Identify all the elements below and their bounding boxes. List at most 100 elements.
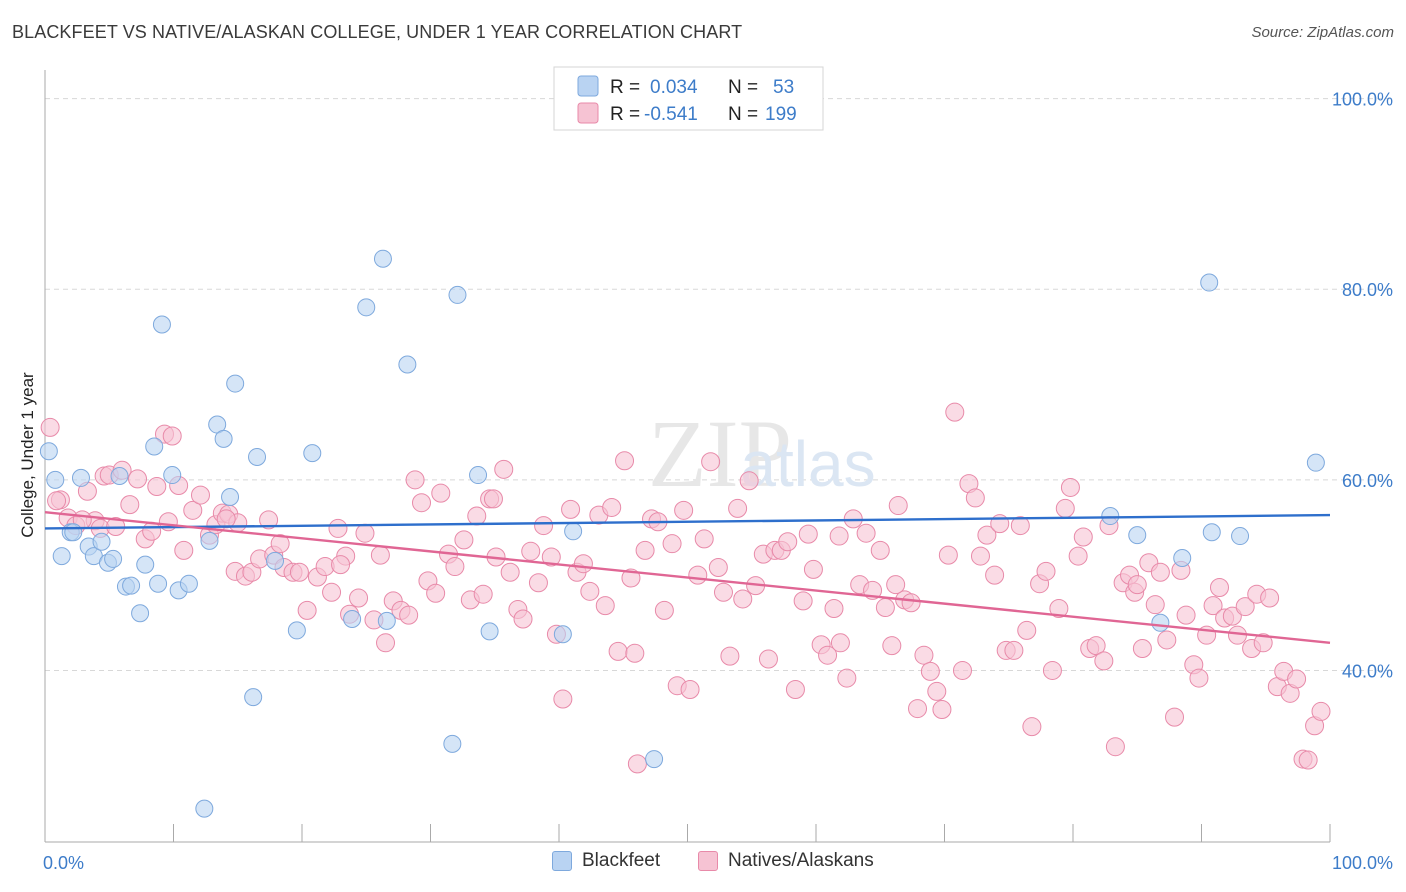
natives-alaskans-point [500, 562, 520, 582]
legend-r-label: R = [610, 77, 640, 98]
natives-alaskans-point [803, 559, 823, 579]
blackfeet-point [71, 468, 90, 487]
blackfeet-point [357, 298, 376, 317]
blackfeet-point [226, 374, 245, 393]
natives-alaskans-point [580, 581, 600, 601]
blackfeet-point [1202, 523, 1221, 542]
natives-alaskans-point [513, 609, 533, 629]
natives-alaskans-point [888, 496, 908, 516]
legend-label-blackfeet: Blackfeet [582, 850, 661, 871]
blackfeet-point [64, 523, 83, 542]
blackfeet-point [1173, 548, 1192, 567]
natives-alaskans-point [1311, 701, 1331, 721]
natives-alaskans-point [128, 469, 148, 489]
natives-alaskans-point [1203, 596, 1223, 616]
natives-alaskans-point [920, 661, 940, 681]
natives-alaskans-point [1105, 737, 1125, 757]
legend-label-natives-alaskans: Natives/Alaskans [728, 850, 874, 871]
natives-alaskans-point [1127, 575, 1147, 595]
watermark: ZIP [648, 400, 792, 507]
blackfeet-point [221, 487, 240, 506]
natives-alaskans-point [739, 471, 759, 491]
natives-alaskans-point [1004, 640, 1024, 660]
x-tick-labels: 0.0% 100.0% [43, 853, 1393, 873]
natives-alaskans-point [1157, 630, 1177, 650]
blackfeet-point [110, 467, 129, 486]
natives-alaskans-point [494, 459, 514, 479]
blackfeet-point [136, 555, 155, 574]
blackfeet-point [645, 750, 664, 769]
natives-alaskans-point [1145, 595, 1165, 615]
natives-alaskans-point [615, 451, 635, 471]
natives-alaskans-point [694, 529, 714, 549]
natives-alaskans-point [370, 545, 390, 565]
natives-alaskans-point [1010, 516, 1030, 536]
blackfeet-point [1128, 526, 1147, 545]
natives-alaskans-point [349, 588, 369, 608]
blackfeet-point [248, 447, 267, 466]
natives-alaskans-point [1060, 477, 1080, 497]
blackfeet-point [179, 574, 198, 593]
natives-alaskans-point [1222, 606, 1242, 626]
natives-alaskans-point [625, 643, 645, 663]
legend-n-label: N = [728, 77, 758, 98]
natives-alaskans-point [830, 633, 850, 653]
natives-alaskans-point [426, 583, 446, 603]
natives-alaskans-point [1298, 750, 1318, 770]
blackfeet-point [443, 734, 462, 753]
natives-alaskans-point [654, 600, 674, 620]
watermark-atlas: atlas [740, 428, 875, 500]
natives-alaskans-point [431, 483, 451, 503]
legend-swatch-natives-alaskans [698, 851, 718, 871]
natives-alaskans-point [985, 565, 1005, 585]
blackfeet-point [46, 470, 65, 489]
blackfeet-point [214, 429, 233, 448]
natives-alaskans-point [1055, 498, 1075, 518]
blackfeet-point [1231, 527, 1250, 546]
natives-alaskans-point [47, 491, 67, 511]
legend-swatch-blue [577, 75, 599, 97]
natives-alaskans-point [908, 699, 928, 719]
natives-alaskans-point [1132, 639, 1152, 659]
natives-alaskans-point [837, 668, 857, 688]
natives-alaskans-point [1176, 605, 1196, 625]
natives-alaskans-point [1042, 660, 1062, 680]
natives-alaskans-point [778, 532, 798, 552]
natives-alaskans-point [945, 402, 965, 422]
blackfeet-point [1101, 507, 1120, 526]
blackfeet-point [131, 604, 150, 623]
natives-alaskans-point [1235, 597, 1255, 617]
blackfeet-point [152, 315, 171, 334]
blackfeet-point [149, 574, 168, 593]
blackfeet-point [373, 249, 392, 268]
natives-alaskans-point [1260, 588, 1280, 608]
chart-title: BLACKFEET VS NATIVE/ALASKAN COLLEGE, UND… [12, 22, 743, 42]
blackfeet-point [195, 799, 214, 818]
legend-item-natives-alaskans: Natives/Alaskans [698, 850, 874, 872]
blackfeet-point [92, 532, 111, 551]
blackfeet-point [553, 625, 572, 644]
natives-alaskans-point [728, 498, 748, 518]
natives-alaskans-point [938, 545, 958, 565]
blackfeet-point [163, 466, 182, 485]
natives-alaskans-point [927, 681, 947, 701]
natives-alaskans-point [870, 540, 890, 560]
natives-alaskans-point [40, 417, 60, 437]
natives-alaskans-point [901, 593, 921, 613]
natives-alaskans-point [1068, 546, 1088, 566]
natives-alaskans-point [174, 540, 194, 560]
y-tick-label: 80.0% [1342, 280, 1393, 300]
natives-alaskans-point [674, 500, 694, 520]
natives-alaskans-point [662, 534, 682, 554]
blackfeet-point [266, 551, 285, 570]
blackfeet-point [200, 531, 219, 550]
natives-alaskans-point [635, 540, 655, 560]
natives-alaskans-point [602, 497, 622, 517]
natives-alaskans-point [120, 495, 140, 515]
natives-alaskans-point [328, 518, 348, 538]
legend-n-label: N = [728, 104, 758, 125]
natives-alaskans-point [561, 499, 581, 519]
blackfeet-point [52, 547, 71, 566]
natives-alaskans-point [856, 523, 876, 543]
natives-alaskans-point [1209, 578, 1229, 598]
